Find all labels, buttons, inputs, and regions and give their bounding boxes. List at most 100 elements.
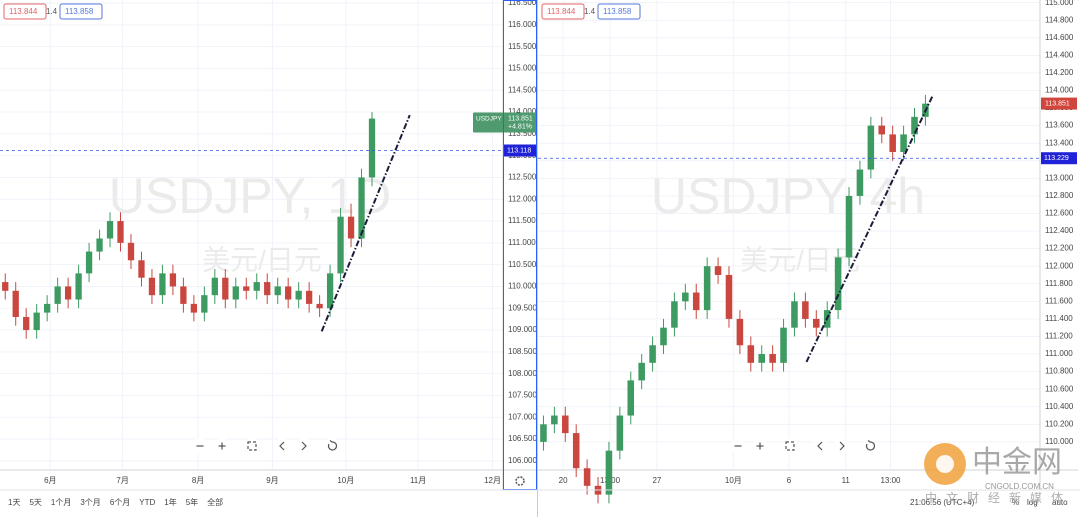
candle-body bbox=[834, 257, 842, 311]
nav-button[interactable] bbox=[296, 438, 312, 454]
candle-body bbox=[638, 362, 645, 381]
range-button[interactable]: 全部 bbox=[207, 497, 223, 507]
candle-body bbox=[692, 292, 700, 311]
candle-body bbox=[337, 216, 344, 274]
candle-body bbox=[326, 273, 334, 309]
y-tick-label: 114.000 bbox=[508, 107, 537, 116]
icon bbox=[279, 441, 285, 451]
candle-body bbox=[714, 266, 722, 275]
candle-body bbox=[33, 312, 40, 331]
last-price-label: 113.851 bbox=[1045, 100, 1070, 107]
y-tick-label: 112.600 bbox=[1045, 209, 1074, 218]
y-tick-label: 107.500 bbox=[508, 391, 537, 400]
trend-line bbox=[805, 94, 934, 363]
nav-button[interactable] bbox=[324, 438, 340, 454]
candle-body bbox=[358, 177, 365, 239]
candle-body bbox=[285, 286, 292, 300]
toolbar-option[interactable]: auto bbox=[1052, 498, 1068, 507]
x-tick-label: 27 bbox=[652, 476, 661, 485]
range-button[interactable]: 1个月 bbox=[51, 498, 71, 507]
candle-body bbox=[201, 295, 208, 313]
price-tag bbox=[1041, 152, 1077, 165]
y-tick-label: 110.500 bbox=[508, 260, 537, 269]
toolbar-time: 21:06:56 (UTC+4) bbox=[910, 498, 975, 507]
logo-slogan: 中文财经新媒体 bbox=[925, 490, 1072, 505]
legend-box bbox=[597, 3, 641, 20]
nav-button[interactable] bbox=[192, 438, 208, 454]
candle-body bbox=[169, 273, 177, 287]
nav-button-bg bbox=[862, 438, 878, 454]
y-tick-label: 112.000 bbox=[508, 194, 537, 203]
candle-body bbox=[316, 303, 323, 309]
candle-body bbox=[725, 274, 733, 319]
y-tick-label: 109.500 bbox=[508, 303, 537, 312]
last-price-tag bbox=[473, 112, 537, 133]
watermark-sub: 美元/日元 bbox=[740, 244, 860, 275]
nav-button[interactable] bbox=[812, 438, 828, 454]
y-tick-label: 112.000 bbox=[1045, 261, 1074, 270]
x-tick-label: 20 bbox=[559, 476, 568, 485]
candle-body bbox=[138, 260, 145, 278]
legend-bid: 113.844 bbox=[9, 7, 38, 16]
candle-body bbox=[889, 134, 896, 152]
nav-button[interactable] bbox=[214, 438, 230, 454]
y-tick-label: 112.400 bbox=[1045, 226, 1074, 235]
settings-icon[interactable] bbox=[515, 476, 525, 486]
x-tick-label: 6 bbox=[787, 476, 792, 485]
x-tick-label: 13:00 bbox=[880, 476, 901, 485]
candle-body bbox=[878, 125, 886, 135]
candle-body bbox=[911, 116, 918, 135]
hline-label: 113.118 bbox=[507, 147, 531, 154]
nav-button-bg bbox=[296, 438, 312, 454]
candle-body bbox=[64, 286, 72, 300]
range-button[interactable]: 1天 bbox=[8, 498, 20, 507]
candle-body bbox=[253, 282, 260, 291]
y-tick-label: 111.200 bbox=[1045, 332, 1073, 341]
candle-body bbox=[222, 277, 229, 300]
nav-button[interactable] bbox=[274, 438, 290, 454]
nav-button[interactable] bbox=[834, 438, 850, 454]
y-tick-label: 110.400 bbox=[1045, 402, 1074, 411]
nav-button-bg bbox=[812, 438, 828, 454]
x-tick-label: 10月 bbox=[337, 476, 354, 485]
y-tick-label: 114.600 bbox=[1045, 33, 1074, 42]
y-tick-label: 106.500 bbox=[508, 434, 537, 443]
candle-body bbox=[96, 238, 103, 252]
candle-body bbox=[758, 354, 765, 363]
range-button[interactable]: YTD bbox=[139, 498, 155, 507]
candle-body bbox=[682, 292, 689, 302]
y-tick-label: 112.200 bbox=[1045, 244, 1074, 253]
nav-button[interactable] bbox=[862, 438, 878, 454]
range-button[interactable]: 3个月 bbox=[80, 498, 100, 507]
y-tick-label: 114.800 bbox=[1045, 15, 1074, 24]
candle-body bbox=[747, 345, 755, 363]
nav-button[interactable] bbox=[730, 438, 746, 454]
nav-button[interactable] bbox=[752, 438, 768, 454]
nav-button[interactable] bbox=[782, 438, 798, 454]
nav-button-bg bbox=[324, 438, 340, 454]
candle-body bbox=[148, 277, 156, 296]
candle-body bbox=[551, 415, 558, 425]
candle-body bbox=[368, 118, 376, 178]
candle-body bbox=[85, 251, 93, 274]
range-button[interactable]: 6个月 bbox=[110, 498, 130, 507]
nav-button[interactable] bbox=[244, 438, 260, 454]
nav-button-bg bbox=[834, 438, 850, 454]
toolbar-option[interactable]: log bbox=[1027, 498, 1038, 507]
candle-body bbox=[769, 354, 776, 363]
candle-body bbox=[605, 450, 613, 495]
y-tick-label: 108.500 bbox=[508, 347, 537, 356]
range-button[interactable]: 5年 bbox=[186, 497, 198, 507]
legend-bid: 113.844 bbox=[547, 7, 576, 16]
y-tick-label: 111.000 bbox=[508, 238, 536, 247]
toolbar-option[interactable]: % bbox=[1012, 498, 1019, 507]
range-button[interactable]: 1年 bbox=[164, 497, 176, 507]
candle-body bbox=[127, 242, 135, 261]
candle-body bbox=[845, 195, 853, 258]
y-tick-label: 114.500 bbox=[508, 85, 537, 94]
watermark-sub: 美元/日元 bbox=[202, 244, 322, 275]
legend-spread: 1.4 bbox=[46, 7, 58, 16]
range-button[interactable]: 5天 bbox=[29, 498, 41, 507]
legend-ask: 113.858 bbox=[603, 7, 632, 16]
